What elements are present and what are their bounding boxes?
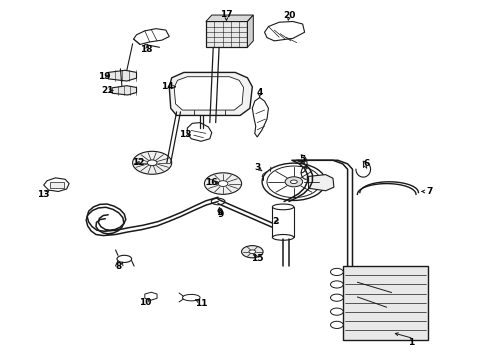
Text: 6: 6 [363, 159, 369, 168]
Ellipse shape [331, 281, 343, 288]
Text: 11: 11 [195, 298, 207, 307]
Ellipse shape [291, 180, 297, 184]
Text: 19: 19 [98, 72, 111, 81]
Polygon shape [145, 292, 157, 300]
Ellipse shape [249, 250, 256, 253]
Ellipse shape [331, 321, 343, 328]
Text: 4: 4 [256, 87, 263, 96]
Ellipse shape [331, 268, 343, 275]
Ellipse shape [117, 255, 132, 262]
Polygon shape [134, 29, 169, 44]
Polygon shape [309, 175, 334, 191]
Text: 17: 17 [220, 10, 233, 19]
Polygon shape [112, 86, 137, 95]
Ellipse shape [272, 234, 294, 240]
Text: 15: 15 [251, 255, 264, 264]
Bar [206, 22, 247, 47]
Polygon shape [265, 22, 305, 41]
Polygon shape [187, 123, 212, 141]
Text: 13: 13 [179, 130, 192, 139]
Ellipse shape [285, 177, 303, 187]
Ellipse shape [267, 166, 321, 198]
Polygon shape [44, 178, 69, 192]
Text: 9: 9 [218, 210, 224, 219]
Ellipse shape [182, 294, 200, 301]
Ellipse shape [133, 151, 172, 174]
Polygon shape [206, 15, 253, 22]
Text: 9: 9 [217, 208, 223, 217]
Polygon shape [169, 72, 252, 116]
Bar [343, 266, 428, 339]
Text: 1: 1 [408, 338, 414, 347]
Ellipse shape [204, 173, 242, 194]
Ellipse shape [331, 308, 343, 315]
Text: 5: 5 [299, 155, 306, 164]
Text: 20: 20 [283, 10, 295, 19]
Text: 7: 7 [426, 187, 433, 196]
Text: 21: 21 [101, 86, 114, 95]
Text: 14: 14 [162, 82, 174, 91]
Ellipse shape [262, 163, 326, 201]
Text: 18: 18 [140, 45, 152, 54]
Polygon shape [174, 77, 244, 110]
Polygon shape [247, 15, 253, 47]
Text: 10: 10 [139, 298, 151, 307]
Polygon shape [108, 70, 137, 81]
Ellipse shape [331, 294, 343, 301]
Ellipse shape [211, 198, 225, 205]
Polygon shape [252, 98, 269, 137]
Bar [49, 182, 64, 188]
Text: 2: 2 [272, 217, 278, 226]
Text: 3: 3 [254, 163, 260, 172]
Ellipse shape [242, 246, 263, 258]
Text: 12: 12 [132, 158, 145, 167]
Text: 8: 8 [116, 262, 122, 271]
Text: 13: 13 [37, 190, 50, 199]
Ellipse shape [272, 204, 294, 210]
Ellipse shape [147, 160, 157, 166]
Polygon shape [262, 171, 273, 178]
Text: 16: 16 [205, 178, 218, 187]
Ellipse shape [218, 181, 228, 186]
